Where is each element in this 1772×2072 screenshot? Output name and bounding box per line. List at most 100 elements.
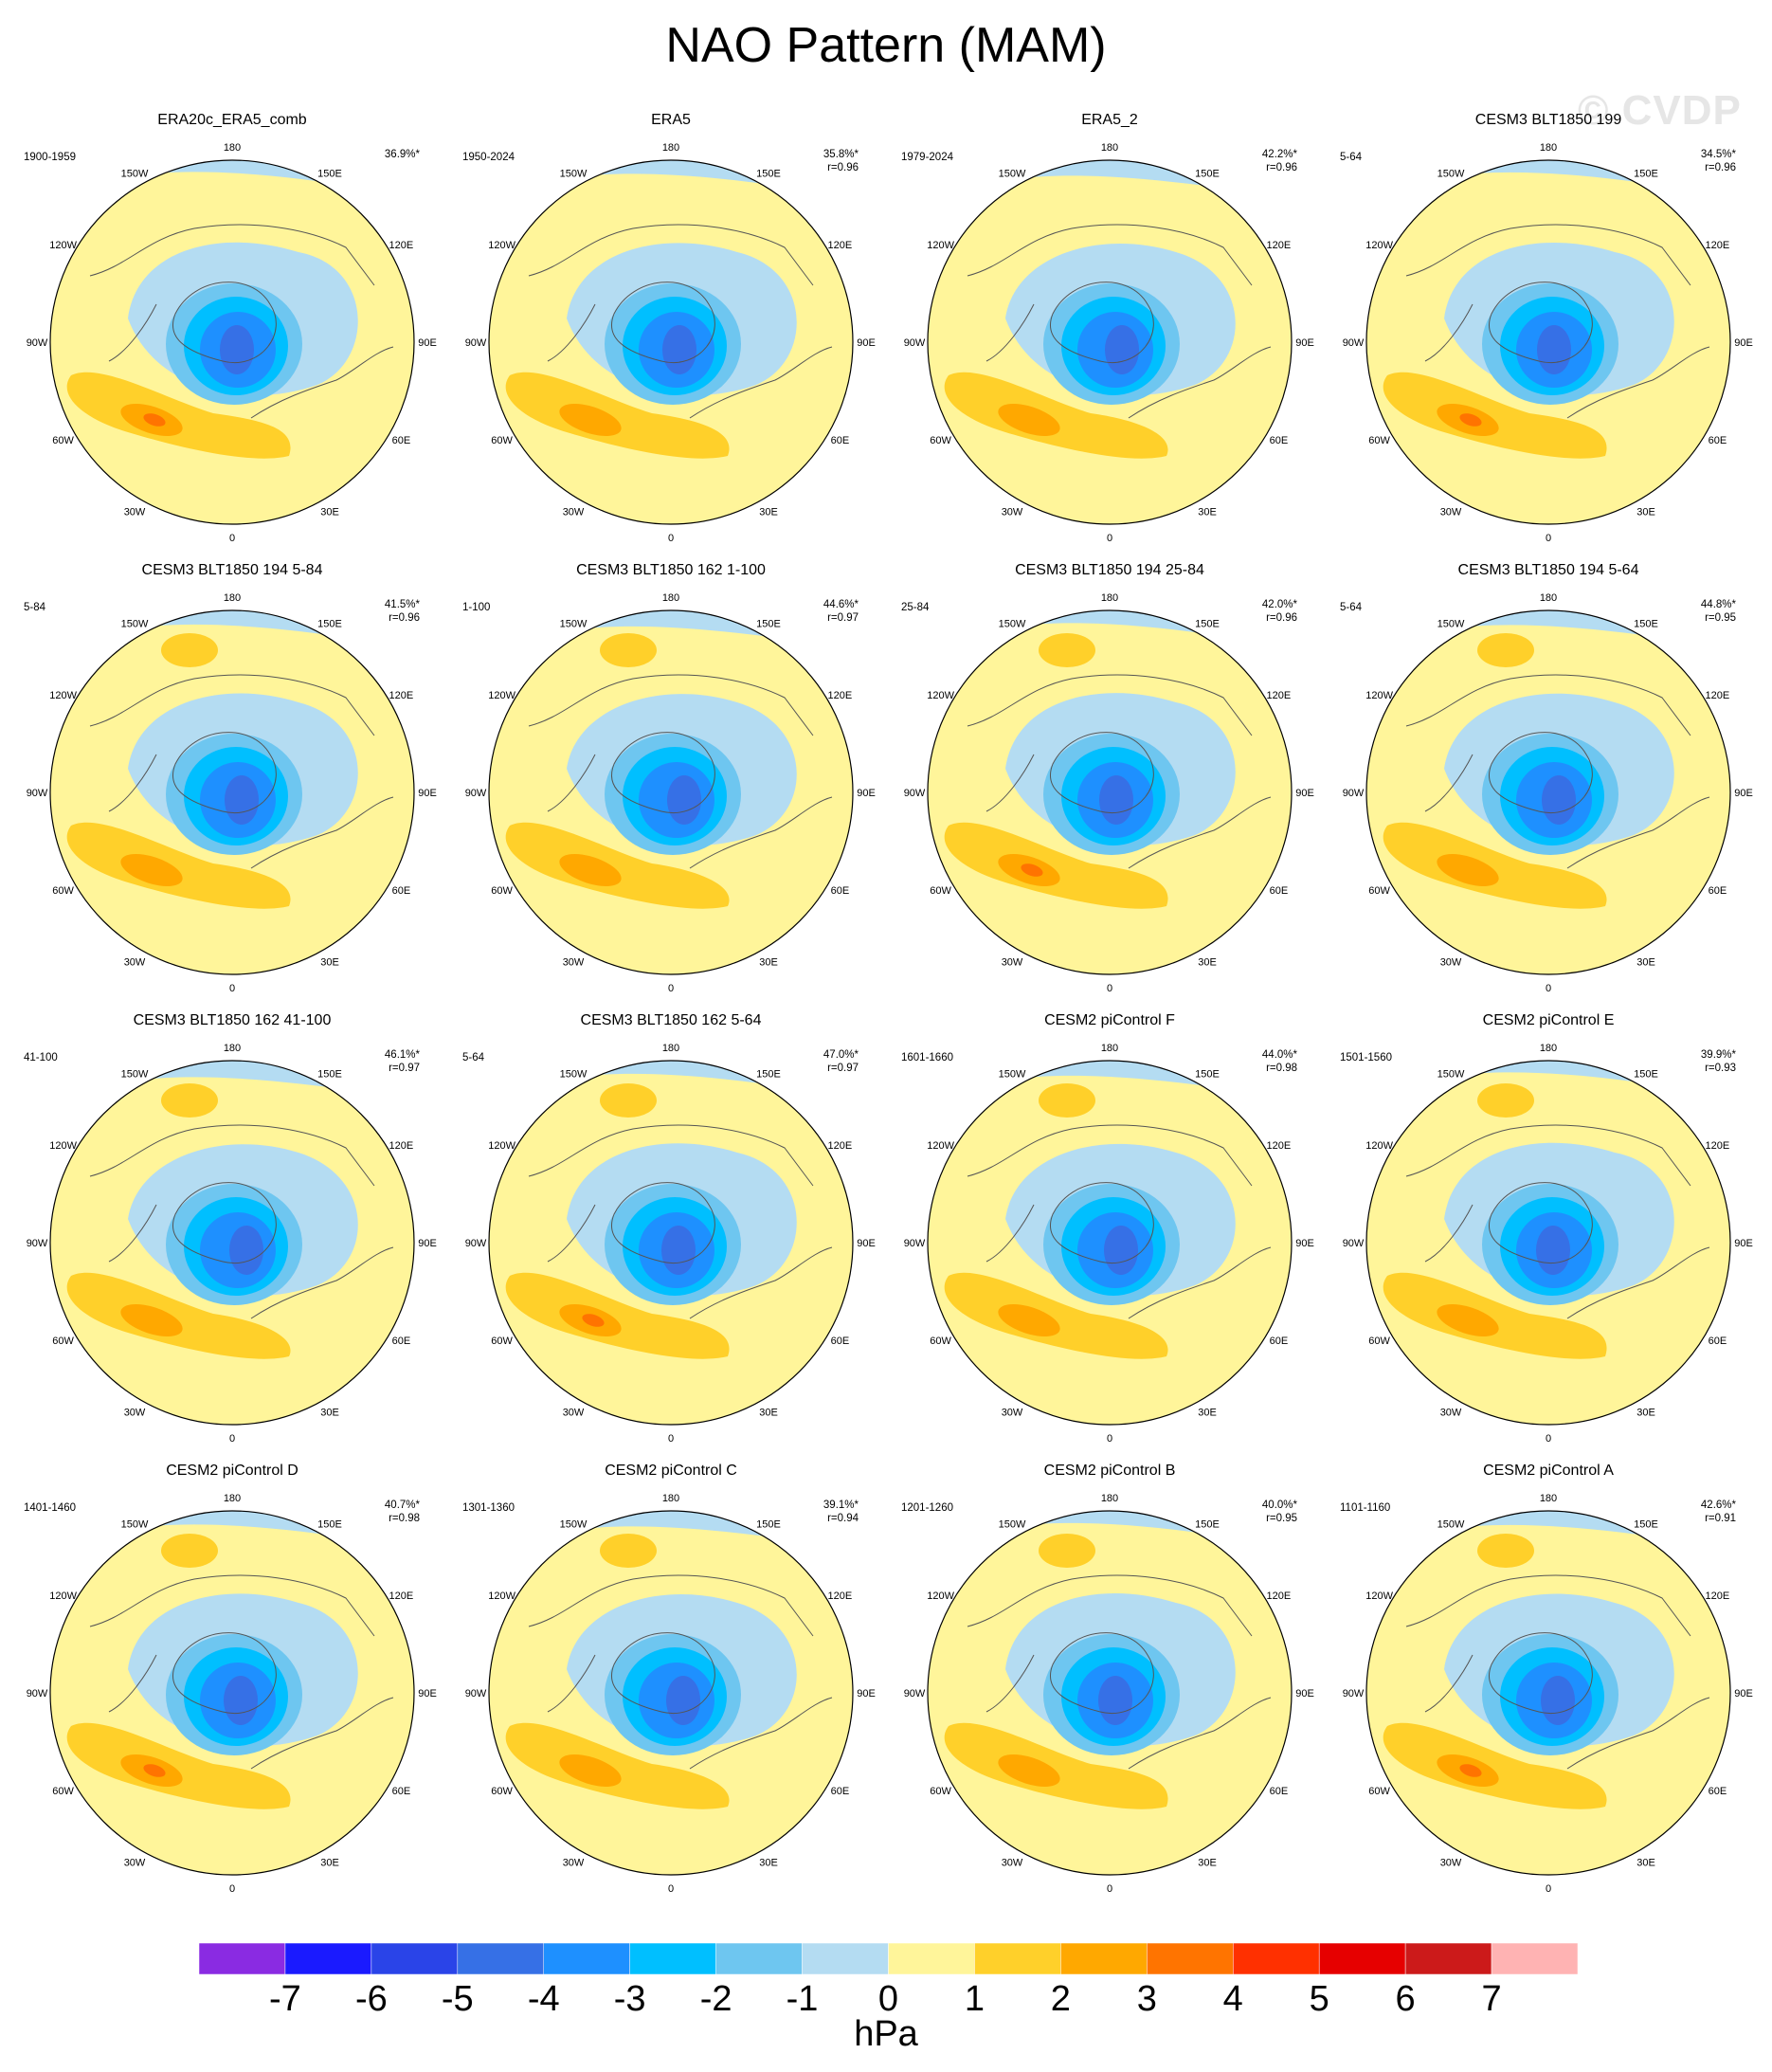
longitude-label: 150W bbox=[560, 1069, 588, 1081]
polar-map: 180 150E 120E 90E 60E 30E 0 30W 60W 90W 120W 150W bbox=[904, 1043, 1314, 1445]
longitude-label: 60E bbox=[1270, 1336, 1289, 1347]
longitude-label: 150E bbox=[317, 619, 342, 630]
longitude-label: 120W bbox=[488, 1140, 515, 1152]
panel-title: CESM2 piControl B bbox=[1043, 1463, 1176, 1479]
pattern-correlation: r=0.91 bbox=[1705, 1513, 1736, 1524]
longitude-label: 150E bbox=[1634, 619, 1658, 630]
longitude-label: 90E bbox=[1295, 788, 1314, 799]
longitude-label: 30W bbox=[563, 956, 585, 968]
explained-variance: 42.0%* bbox=[1261, 599, 1297, 610]
longitude-label: 180 bbox=[662, 592, 679, 604]
panel-title: CESM2 piControl E bbox=[1482, 1012, 1615, 1028]
colorbar-swatch bbox=[1491, 1943, 1578, 1974]
longitude-label: 90W bbox=[1343, 337, 1365, 349]
longitude-label: 150W bbox=[999, 1069, 1026, 1081]
panel-period: 5-64 bbox=[1340, 602, 1363, 613]
longitude-label: 90W bbox=[465, 1238, 487, 1249]
longitude-label: 30W bbox=[563, 1407, 585, 1418]
longitude-label: 0 bbox=[229, 983, 235, 994]
longitude-label: 150W bbox=[560, 1519, 588, 1531]
panel-title: ERA5 bbox=[651, 112, 691, 128]
longitude-label: 0 bbox=[668, 1883, 674, 1895]
panel-title: ERA20c_ERA5_comb bbox=[157, 112, 307, 128]
longitude-label: 90W bbox=[27, 1238, 48, 1249]
longitude-label: 60W bbox=[52, 435, 74, 446]
longitude-label: 150E bbox=[1195, 1519, 1220, 1531]
panel-period: 1900-1959 bbox=[24, 152, 76, 163]
panel-title: CESM3 BLT1850 162 41-100 bbox=[133, 1012, 332, 1028]
colorbar-tick-label: 0 bbox=[877, 1979, 899, 2019]
panel-period: 5-64 bbox=[462, 1052, 485, 1063]
longitude-label: 30E bbox=[759, 506, 778, 518]
longitude-label: 30W bbox=[124, 506, 146, 518]
longitude-label: 150W bbox=[999, 169, 1026, 180]
explained-variance: 44.8%* bbox=[1700, 599, 1736, 610]
panel-stats: 42.6%* r=0.91 bbox=[1701, 1499, 1736, 1525]
longitude-label: 30E bbox=[320, 1407, 339, 1418]
colorbar-tick-label: -3 bbox=[613, 1979, 646, 2019]
pattern-correlation: r=0.96 bbox=[1266, 162, 1297, 173]
map-panel: ERA20c_ERA5_comb 1900-1959 36.9%* 180 150E 12… bbox=[14, 112, 450, 563]
longitude-label: 0 bbox=[668, 1433, 674, 1445]
longitude-label: 60W bbox=[491, 1336, 513, 1347]
longitude-label: 0 bbox=[1107, 1433, 1112, 1445]
longitude-label: 120E bbox=[828, 240, 853, 251]
panel-stats: 39.1%* r=0.94 bbox=[823, 1499, 859, 1525]
map-panel: CESM3 BLT1850 162 5-64 5-64 47.0%* r=0.97 18… bbox=[453, 1012, 889, 1463]
longitude-label: 120W bbox=[927, 1590, 954, 1602]
colorbar-tick-label: 6 bbox=[1395, 1979, 1416, 2019]
longitude-label: 90W bbox=[904, 1238, 926, 1249]
explained-variance: 39.1%* bbox=[823, 1499, 859, 1511]
longitude-label: 30E bbox=[759, 1407, 778, 1418]
longitude-label: 120W bbox=[927, 240, 954, 251]
map-panel: CESM3 BLT1850 199 5-64 34.5%* r=0.96 180 150E… bbox=[1330, 112, 1766, 563]
longitude-label: 60W bbox=[930, 1786, 951, 1797]
panel-title: CESM3 BLT1850 199 bbox=[1474, 112, 1622, 128]
map-panel: CESM3 BLT1850 194 5-84 5-84 41.5%* r=0.96 18… bbox=[14, 562, 450, 1013]
longitude-label: 150W bbox=[999, 619, 1026, 630]
panel-stats: 44.8%* r=0.95 bbox=[1701, 598, 1736, 625]
map-panel: ERA5 1950-2024 35.8%* r=0.96 180 150E 120E 90E 6… bbox=[453, 112, 889, 563]
explained-variance: 41.5%* bbox=[384, 599, 420, 610]
map-panel: CESM2 piControl E 1501-1560 39.9%* r=0.93 18… bbox=[1330, 1012, 1766, 1463]
colorbar-swatch bbox=[888, 1943, 975, 1974]
longitude-label: 150W bbox=[999, 1519, 1026, 1531]
longitude-label: 30W bbox=[124, 956, 146, 968]
panel-period: 1501-1560 bbox=[1340, 1052, 1392, 1063]
cvdp-watermark: © CVDP bbox=[1578, 87, 1742, 134]
map-panel: CESM3 BLT1850 162 41-100 41-100 46.1%* r=0.… bbox=[14, 1012, 450, 1463]
explained-variance: 46.1%* bbox=[384, 1049, 420, 1061]
pattern-correlation: r=0.95 bbox=[1266, 1513, 1297, 1524]
longitude-label: 120W bbox=[1365, 240, 1393, 251]
longitude-label: 60W bbox=[930, 885, 951, 897]
longitude-label: 90W bbox=[1343, 1238, 1365, 1249]
colorbar-tick-label: 1 bbox=[964, 1979, 985, 2019]
longitude-label: 90W bbox=[904, 337, 926, 349]
longitude-label: 90E bbox=[1734, 1688, 1753, 1699]
longitude-label: 150E bbox=[317, 1519, 342, 1531]
panel-period: 1979-2024 bbox=[901, 152, 953, 163]
longitude-label: 60E bbox=[1709, 435, 1727, 446]
longitude-label: 90E bbox=[1734, 788, 1753, 799]
pattern-correlation: r=0.96 bbox=[389, 612, 420, 624]
longitude-label: 30W bbox=[1440, 1407, 1462, 1418]
pattern-correlation: r=0.93 bbox=[1705, 1063, 1736, 1074]
colorbar-tick-label: -7 bbox=[269, 1979, 301, 2019]
longitude-label: 60E bbox=[1270, 435, 1289, 446]
longitude-label: 180 bbox=[1101, 592, 1118, 604]
polar-map: 180 150E 120E 90E 60E 30E 0 30W 60W 90W 120W 150W bbox=[465, 1493, 876, 1895]
pattern-correlation: r=0.94 bbox=[827, 1513, 859, 1524]
colorbar-swatch bbox=[1404, 1943, 1492, 1974]
longitude-label: 0 bbox=[1107, 1883, 1112, 1895]
longitude-label: 60W bbox=[1368, 885, 1390, 897]
longitude-label: 90W bbox=[465, 1688, 487, 1699]
longitude-label: 180 bbox=[1101, 1043, 1118, 1054]
explained-variance: 42.6%* bbox=[1700, 1499, 1736, 1511]
map-panel: CESM2 piControl C 1301-1360 39.1%* r=0.94 18… bbox=[453, 1463, 889, 1914]
longitude-label: 120E bbox=[1267, 690, 1292, 701]
longitude-label: 30W bbox=[1440, 1857, 1462, 1868]
longitude-label: 120E bbox=[389, 690, 414, 701]
longitude-label: 120E bbox=[1706, 1590, 1730, 1602]
polar-map: 180 150E 120E 90E 60E 30E 0 30W 60W 90W 120W 150W bbox=[904, 142, 1314, 544]
longitude-label: 0 bbox=[668, 533, 674, 544]
